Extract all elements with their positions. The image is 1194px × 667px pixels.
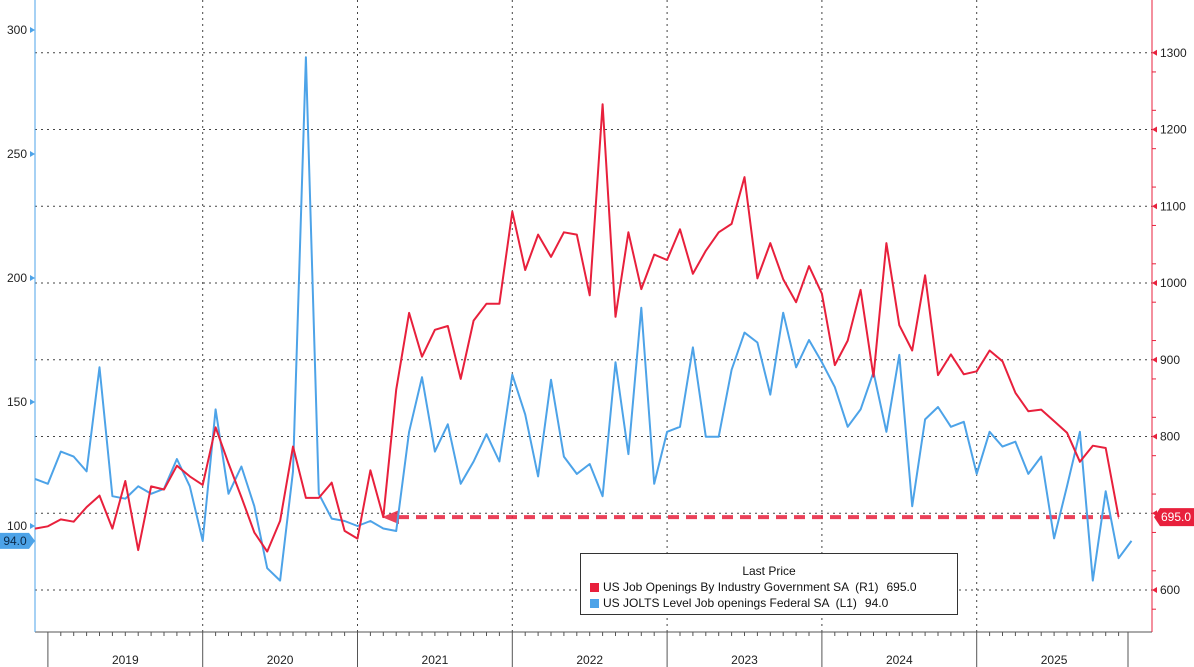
x-tick-label: 2020 <box>267 653 294 667</box>
right-tick-mark <box>1152 280 1157 286</box>
right-tick-mark <box>1152 49 1157 56</box>
legend-value-government: 695.0 <box>886 580 917 594</box>
right-tick-mark <box>1152 203 1157 210</box>
right-tick-label: 800 <box>1160 430 1180 444</box>
left-tick-mark <box>30 523 35 529</box>
left-tick-label: 150 <box>7 395 27 409</box>
last-label-government: 695.0 <box>1161 510 1191 524</box>
left-tick-label: 100 <box>7 519 27 533</box>
right-tick-label: 900 <box>1160 353 1180 367</box>
left-axis: 100 150 200 250 300 <box>7 0 36 632</box>
x-tick-label: 2021 <box>422 653 449 667</box>
right-tick-label: 1100 <box>1160 199 1186 213</box>
right-tick-label: 1000 <box>1160 276 1187 290</box>
x-tick-label: 2022 <box>576 653 603 667</box>
left-tick-mark <box>30 151 35 157</box>
legend-name-federal: US JOLTS Level Job openings Federal SA (… <box>603 596 857 610</box>
last-label-federal: 94.0 <box>3 534 27 548</box>
legend-swatch-government <box>590 582 599 592</box>
series-lines <box>34 56 1133 582</box>
left-tick-label: 200 <box>7 271 27 285</box>
right-tick-label: 1200 <box>1160 123 1187 137</box>
legend-value-federal: 94.0 <box>864 596 889 610</box>
right-tick-mark <box>1152 356 1157 363</box>
x-tick-label: 2025 <box>1041 653 1068 667</box>
left-tick-mark <box>30 399 35 405</box>
left-tick-label: 300 <box>7 23 27 37</box>
right-tick-mark <box>1152 126 1157 133</box>
right-axis: 6007008009001000110012001300 <box>1151 0 1187 632</box>
x-tick-label: 2023 <box>731 653 758 667</box>
last-value-labels: 695.0 94.0 <box>0 508 1194 549</box>
last-label-government-box <box>1154 508 1194 527</box>
left-tick-label: 250 <box>7 147 27 161</box>
right-tick-label: 600 <box>1160 583 1180 597</box>
left-tick-mark <box>30 275 35 281</box>
right-tick-label: 1300 <box>1160 46 1187 60</box>
series-line-government <box>34 103 1120 553</box>
last-label-federal-box <box>0 532 35 549</box>
legend-name-government: US Job Openings By Industry Government S… <box>603 580 879 594</box>
legend-swatch-federal <box>590 598 599 608</box>
left-tick-mark <box>30 27 35 33</box>
x-tick-label: 2024 <box>886 653 913 667</box>
right-tick-mark <box>1152 587 1157 593</box>
legend-title: Last Price <box>742 564 796 578</box>
series-line-federal <box>34 56 1133 582</box>
reference-arrowhead <box>382 510 399 525</box>
right-tick-mark <box>1152 433 1157 440</box>
legend-row-government: US Job Openings By Industry Government S… <box>581 579 957 595</box>
gridlines <box>35 0 1152 632</box>
x-axis: 2019 2020 2021 2022 2023 2024 2025 <box>35 631 1152 667</box>
x-tick-label: 2019 <box>112 653 139 667</box>
legend-row-federal: US JOLTS Level Job openings Federal SA (… <box>581 595 957 611</box>
legend: Last Price US Job Openings By Industry G… <box>580 553 958 615</box>
